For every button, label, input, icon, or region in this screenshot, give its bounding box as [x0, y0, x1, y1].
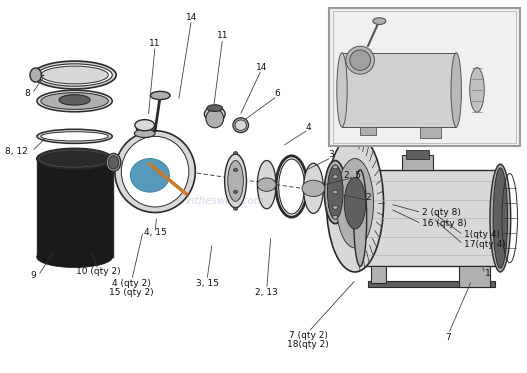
Bar	[333, 11, 516, 142]
Text: 1: 1	[485, 269, 491, 278]
Ellipse shape	[336, 159, 374, 248]
Ellipse shape	[225, 154, 247, 208]
Polygon shape	[360, 170, 500, 266]
Ellipse shape	[304, 163, 323, 213]
Ellipse shape	[354, 170, 367, 266]
Ellipse shape	[121, 137, 189, 207]
Ellipse shape	[451, 53, 462, 127]
Ellipse shape	[470, 68, 484, 112]
Ellipse shape	[30, 68, 42, 82]
Text: 14: 14	[256, 63, 267, 72]
Text: 15 (qty 2): 15 (qty 2)	[110, 288, 154, 297]
Ellipse shape	[115, 131, 196, 213]
Polygon shape	[368, 280, 495, 287]
Ellipse shape	[344, 178, 366, 229]
Ellipse shape	[228, 160, 243, 201]
Ellipse shape	[493, 168, 508, 268]
Ellipse shape	[136, 120, 153, 136]
Text: 9: 9	[30, 271, 36, 280]
Polygon shape	[360, 127, 376, 135]
Ellipse shape	[37, 90, 112, 112]
Ellipse shape	[206, 109, 223, 128]
Text: 6: 6	[274, 89, 280, 98]
Ellipse shape	[41, 93, 109, 109]
Circle shape	[233, 191, 238, 193]
Ellipse shape	[337, 53, 347, 127]
Circle shape	[333, 190, 338, 194]
Ellipse shape	[41, 132, 109, 141]
Circle shape	[233, 152, 238, 154]
Text: 1(qty 4): 1(qty 4)	[464, 230, 500, 239]
Ellipse shape	[257, 160, 276, 209]
Text: 8: 8	[25, 89, 31, 98]
Text: 8, 12: 8, 12	[5, 147, 28, 156]
Ellipse shape	[106, 153, 121, 171]
Ellipse shape	[135, 120, 154, 131]
Ellipse shape	[207, 105, 222, 112]
Text: 2 (qty 8): 2 (qty 8)	[423, 208, 461, 217]
Ellipse shape	[204, 107, 225, 122]
Text: 18(qty 2): 18(qty 2)	[287, 340, 329, 349]
Text: 11: 11	[217, 31, 228, 41]
Text: 3: 3	[329, 150, 335, 159]
Ellipse shape	[59, 95, 90, 105]
Bar	[406, 150, 428, 159]
Ellipse shape	[324, 160, 346, 224]
Ellipse shape	[326, 135, 384, 272]
Text: 7: 7	[445, 332, 451, 342]
Ellipse shape	[41, 66, 109, 84]
Text: 16 (qty 8): 16 (qty 8)	[423, 219, 467, 228]
Text: 14: 14	[186, 13, 197, 22]
Text: 2, 5: 2, 5	[344, 171, 361, 180]
Ellipse shape	[37, 148, 112, 169]
Circle shape	[333, 215, 338, 219]
Text: 2: 2	[365, 193, 371, 202]
Ellipse shape	[109, 156, 119, 169]
Text: 17(qty 4): 17(qty 4)	[464, 239, 506, 248]
Circle shape	[333, 206, 338, 209]
Circle shape	[233, 207, 238, 210]
Ellipse shape	[37, 64, 112, 86]
Ellipse shape	[490, 164, 511, 272]
Polygon shape	[459, 266, 490, 287]
Ellipse shape	[350, 50, 370, 70]
Text: 2, 13: 2, 13	[255, 288, 278, 297]
Ellipse shape	[134, 129, 155, 137]
Text: intheswim.com: intheswim.com	[186, 196, 265, 206]
Text: 4, 15: 4, 15	[144, 228, 167, 238]
Ellipse shape	[150, 91, 170, 100]
Ellipse shape	[33, 61, 116, 89]
Polygon shape	[342, 53, 456, 127]
Text: 10 (qty 2): 10 (qty 2)	[76, 267, 120, 276]
Text: 3, 15: 3, 15	[196, 279, 218, 288]
Text: 7 (qty 2): 7 (qty 2)	[289, 330, 328, 340]
Polygon shape	[370, 266, 386, 283]
Ellipse shape	[346, 46, 375, 74]
Ellipse shape	[37, 247, 112, 267]
Ellipse shape	[373, 18, 386, 25]
Circle shape	[333, 175, 338, 179]
Bar	[402, 155, 433, 170]
Ellipse shape	[233, 118, 249, 133]
Ellipse shape	[327, 165, 343, 219]
Bar	[329, 8, 520, 145]
Polygon shape	[420, 127, 441, 138]
Text: 4 (qty 2): 4 (qty 2)	[112, 279, 151, 288]
Circle shape	[257, 178, 276, 191]
Ellipse shape	[37, 129, 112, 143]
Text: 4: 4	[306, 123, 311, 132]
Circle shape	[333, 165, 338, 169]
Ellipse shape	[235, 120, 247, 131]
Text: 11: 11	[149, 39, 161, 48]
Polygon shape	[37, 159, 112, 257]
Ellipse shape	[130, 159, 169, 192]
Circle shape	[233, 169, 238, 172]
Circle shape	[302, 180, 325, 197]
